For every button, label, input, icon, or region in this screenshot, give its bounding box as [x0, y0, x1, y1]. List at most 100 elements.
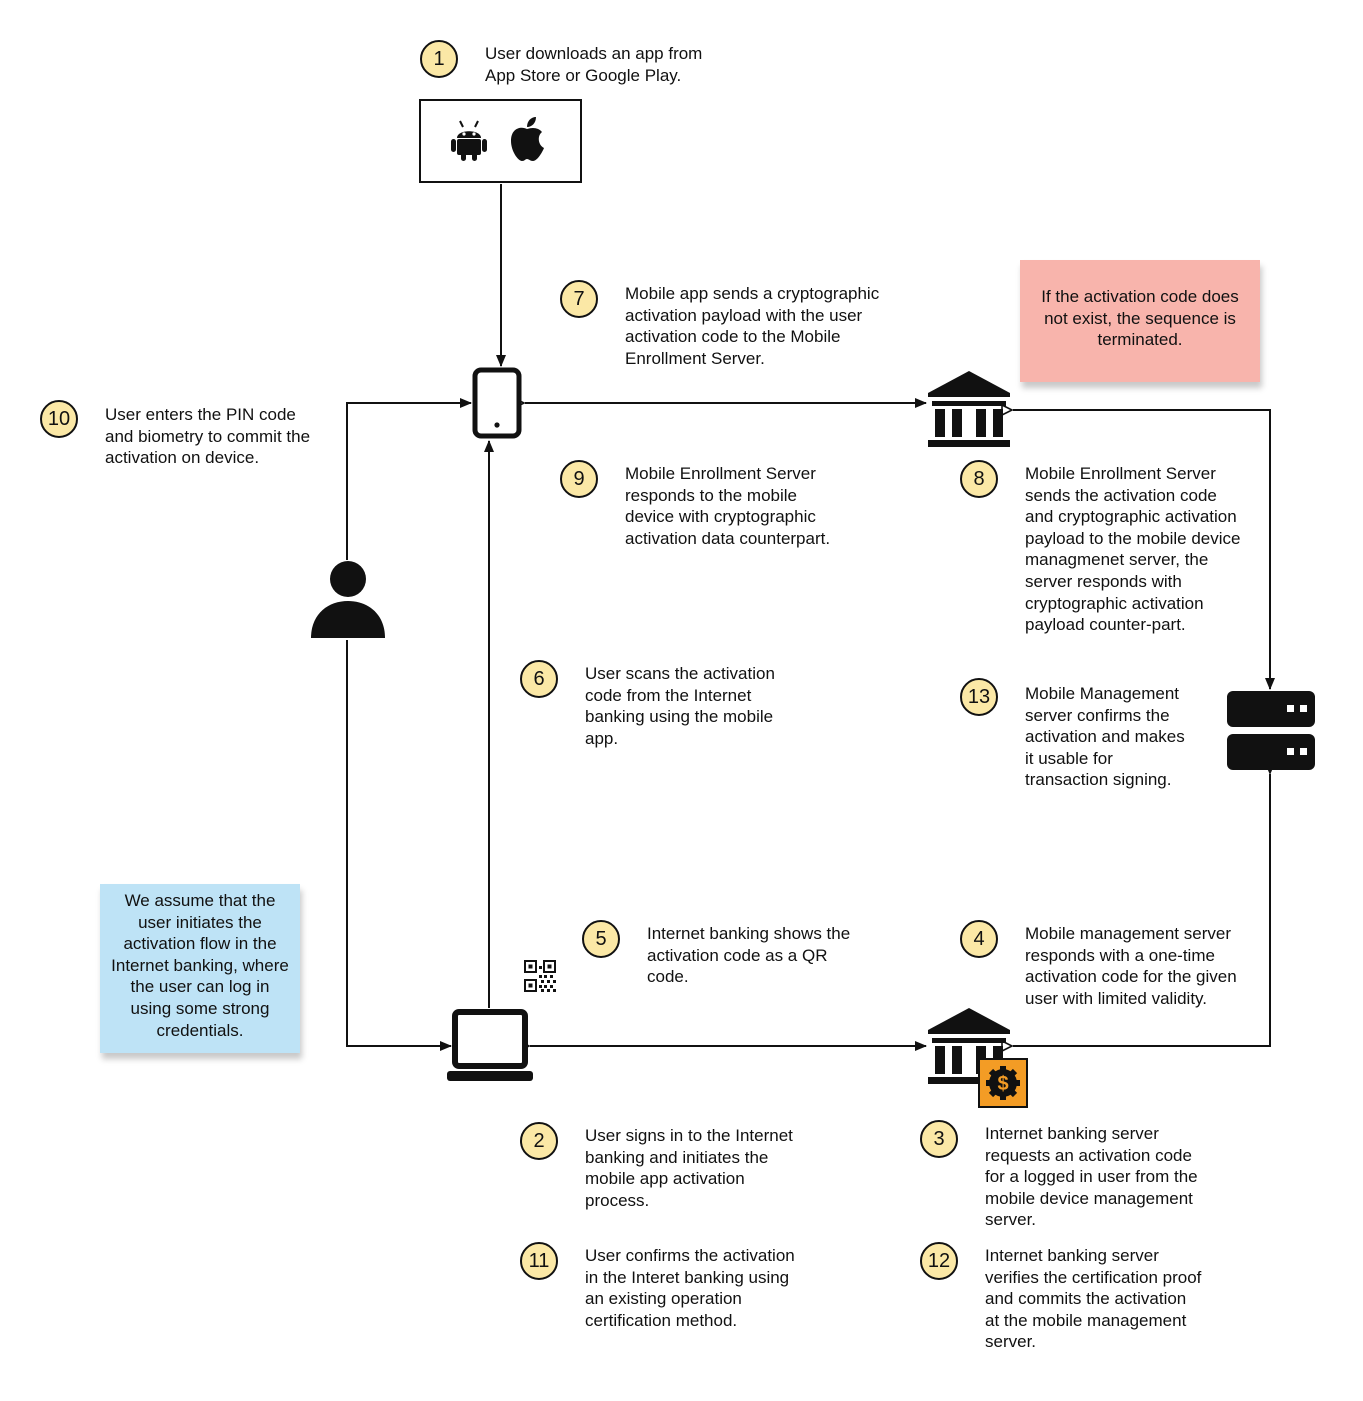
step-line: and cryptographic activation: [1025, 507, 1237, 527]
step-number-badge: 13: [960, 678, 998, 716]
note-line: terminated.: [1097, 330, 1183, 350]
step-line: User enters the PIN code: [105, 405, 296, 424]
step-description: User signs in to the Internet banking an…: [585, 1125, 793, 1211]
step-line: payload to the mobile device: [1025, 528, 1241, 548]
step-line: payload counter-part.: [1025, 615, 1186, 635]
step-number-badge: 11: [520, 1242, 558, 1280]
step-number-badge: 6: [520, 660, 558, 698]
step-line: activation code for the given: [1025, 967, 1237, 987]
step-line: User signs in to the Internet: [585, 1126, 793, 1145]
step-line: Mobile Management: [1025, 684, 1180, 703]
laptop-icon: [447, 1009, 533, 1081]
step-line: and biometry to commit the: [105, 426, 311, 446]
step-line: managmenet server, the: [1025, 550, 1209, 570]
step-line: Internet banking server: [985, 1124, 1159, 1143]
step-description: Mobile management server responds with a…: [1025, 923, 1237, 1009]
step-line: Mobile app sends a cryptographic: [625, 284, 880, 303]
step-number-badge: 7: [560, 280, 598, 318]
connector-user-to-phone: [346, 398, 472, 560]
mobile-phone-icon: [472, 367, 522, 439]
android-icon: [451, 120, 487, 161]
step-line: User confirms the activation: [585, 1246, 795, 1265]
step-line: activation data counterpart.: [625, 528, 831, 548]
dollar-icon: $: [978, 1058, 1028, 1108]
app-store-box: [419, 99, 582, 183]
note-line: credentials.: [156, 1020, 244, 1040]
step-line: sends the activation code: [1025, 485, 1217, 505]
step-line: at the mobile management: [985, 1310, 1187, 1330]
step-line: User scans the activation: [585, 664, 775, 683]
step-line: banking using the mobile: [585, 707, 774, 727]
note-line: the user can log in: [130, 977, 270, 997]
step-number-badge: 3: [920, 1120, 958, 1158]
step-description: Internet banking shows the activation co…: [647, 923, 850, 988]
bank-icon: [928, 371, 1010, 447]
step-line: and commits the activation: [985, 1289, 1187, 1309]
step-line: user with limited validity.: [1025, 988, 1208, 1008]
step-line: requests an activation code: [985, 1145, 1192, 1165]
step-line: code.: [647, 967, 689, 987]
step-line: responds to the mobile: [625, 485, 797, 505]
note-line: user initiates the: [138, 912, 262, 932]
step-description: Mobile app sends a cryptographic activat…: [625, 283, 879, 369]
step-line: mobile app activation: [585, 1169, 745, 1189]
step-number-badge: 12: [920, 1242, 958, 1280]
step-line: code from the Internet: [585, 685, 752, 705]
step-line: server.: [985, 1210, 1037, 1230]
step-line: process.: [585, 1190, 650, 1210]
step-line: App Store or Google Play.: [485, 65, 682, 85]
server-icon: [1227, 691, 1315, 770]
note-line: Internet banking, where: [111, 955, 289, 975]
step-line: Mobile management server: [1025, 924, 1231, 943]
step-line: User downloads an app from: [485, 44, 703, 63]
apple-icon: [511, 117, 544, 161]
termination-note: If the activation code does not exist, t…: [1020, 260, 1260, 382]
step-line: activation on device.: [105, 448, 260, 468]
step-line: transaction signing.: [1025, 770, 1172, 790]
step-number-badge: 4: [960, 920, 998, 958]
step-line: certification method.: [585, 1310, 738, 1330]
step-line: responds with a one-time: [1025, 945, 1215, 965]
qr-code-icon: [524, 960, 556, 992]
step-line: it usable for: [1025, 748, 1113, 768]
note-line: If the activation code does: [1041, 287, 1239, 306]
step-line: activation code as a QR: [647, 945, 828, 965]
step-line: activation payload with the user: [625, 305, 863, 325]
step-number-badge: 8: [960, 460, 998, 498]
step-line: app.: [585, 728, 619, 748]
step-description: User downloads an app from App Store or …: [485, 43, 702, 86]
step-description: User scans the activation code from the …: [585, 663, 775, 749]
user-icon: [311, 561, 385, 638]
note-line: activation flow in the: [123, 934, 277, 954]
step-line: Enrollment Server.: [625, 348, 765, 368]
step-description: Mobile Enrollment Server sends the activ…: [1025, 463, 1240, 636]
note-line: not exist, the sequence is: [1044, 308, 1236, 328]
step-line: banking and initiates the: [585, 1147, 769, 1167]
step-line: Internet banking shows the: [647, 924, 851, 943]
connector-server-banking: [1013, 774, 1270, 1046]
note-line: using some strong: [130, 998, 270, 1018]
step-line: Mobile Enrollment Server: [1025, 464, 1216, 483]
step-description: Internet banking server requests an acti…: [985, 1123, 1198, 1231]
step-number-badge: 5: [582, 920, 620, 958]
step-description: Internet banking server verifies the cer…: [985, 1245, 1201, 1353]
assumption-note: We assume that the user initiates the ac…: [100, 884, 300, 1053]
step-line: verifies the certification proof: [985, 1267, 1202, 1287]
step-line: cryptographic activation: [1025, 593, 1204, 613]
step-description: Mobile Management server confirms the ac…: [1025, 683, 1185, 791]
connector-user-to-laptop: [346, 640, 452, 1051]
step-line: activation code to the Mobile: [625, 327, 841, 347]
step-description: User confirms the activation in the Inte…: [585, 1245, 795, 1331]
step-line: server confirms the: [1025, 705, 1170, 725]
step-number-badge: 9: [560, 460, 598, 498]
step-description: Mobile Enrollment Server responds to the…: [625, 463, 830, 549]
step-line: device with cryptographic: [625, 507, 816, 527]
step-number-badge: 2: [520, 1122, 558, 1160]
step-line: Internet banking server: [985, 1246, 1159, 1265]
svg-text:$: $: [997, 1073, 1008, 1095]
step-line: mobile device management: [985, 1188, 1193, 1208]
step-line: in the Interet banking using: [585, 1267, 790, 1287]
step-line: Mobile Enrollment Server: [625, 464, 816, 483]
